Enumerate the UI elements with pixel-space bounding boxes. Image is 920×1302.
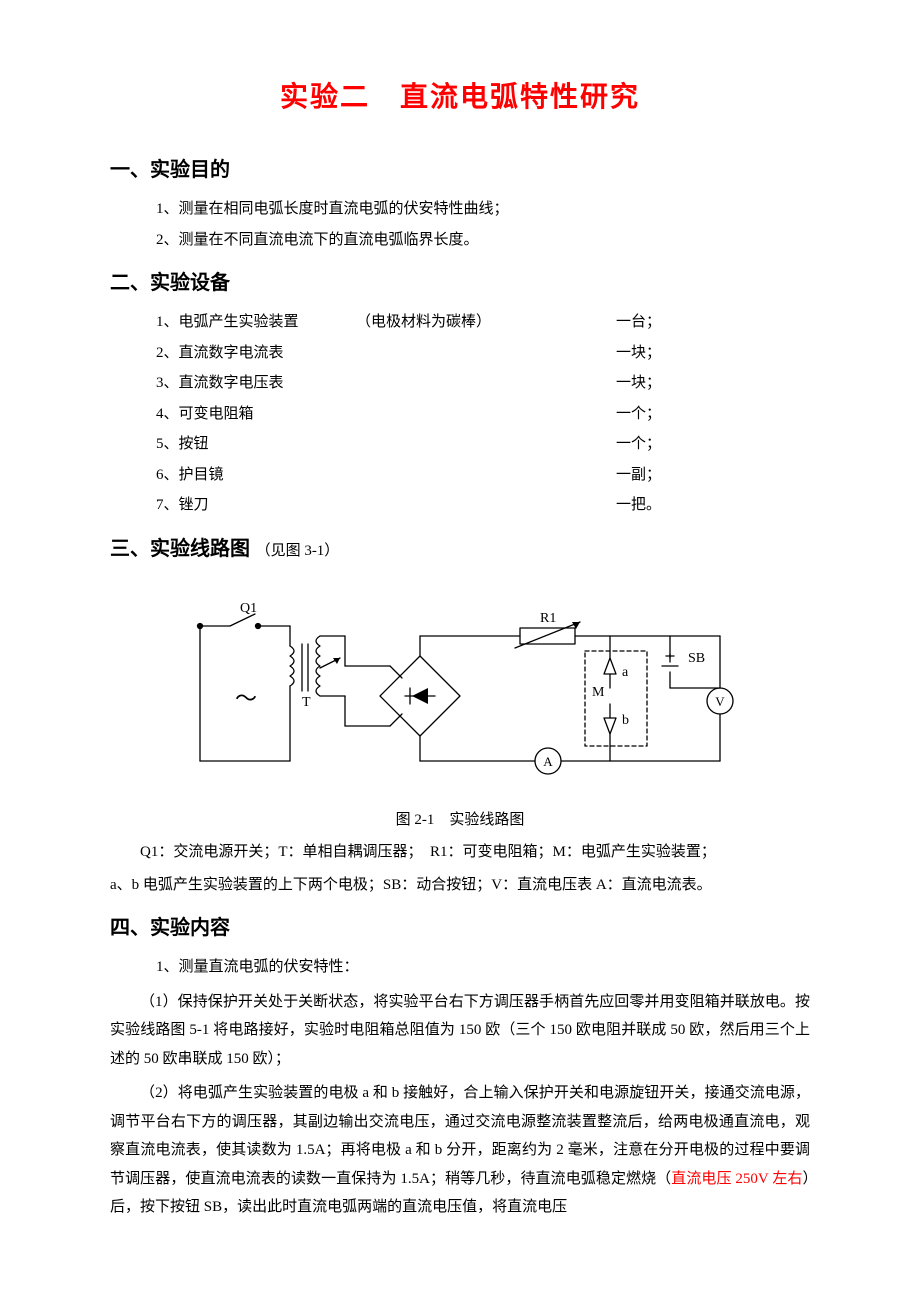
equipment-note: [356, 400, 616, 429]
equipment-name: 4、可变电阻箱: [156, 400, 356, 429]
equipment-name: 6、护目镜: [156, 461, 356, 490]
equipment-qty: 一台；: [616, 308, 661, 337]
purpose-item-2: 2、测量在不同直流电流下的直流电弧临界长度。: [156, 226, 810, 255]
svg-text:M: M: [592, 685, 605, 700]
equipment-row: 7、锉刀 一把。: [156, 491, 810, 520]
equipment-name: 7、锉刀: [156, 491, 356, 520]
section-circuit-label: 三、实验线路图: [110, 538, 250, 560]
equipment-qty: 一个；: [616, 400, 661, 429]
equipment-name: 1、电弧产生实验装置: [156, 308, 356, 337]
svg-text:Q1: Q1: [240, 601, 257, 616]
equipment-qty: 一块；: [616, 339, 661, 368]
circuit-figure: ～: [180, 596, 740, 796]
equipment-name: 2、直流数字电流表: [156, 339, 356, 368]
equipment-row: 6、护目镜 一副；: [156, 461, 810, 490]
equipment-qty: 一把。: [616, 491, 661, 520]
svg-text:R1: R1: [540, 611, 556, 626]
equipment-row: 3、直流数字电压表 一块；: [156, 369, 810, 398]
svg-text:a: a: [622, 665, 629, 680]
svg-text:V: V: [715, 694, 725, 709]
svg-text:T: T: [302, 695, 311, 710]
circuit-legend-2: a、b 电弧产生实验装置的上下两个电极；SB：动合按钮；V：直流电压表 A：直流…: [110, 871, 810, 900]
section-content-heading: 四、实验内容: [110, 909, 810, 947]
circuit-legend-1: Q1：交流电源开关；T：单相自耦调压器； R1：可变电阻箱；M：电弧产生实验装置…: [110, 838, 810, 867]
content-line-0: 1、测量直流电弧的伏安特性：: [156, 953, 810, 982]
figure-caption: 图 2-1 实验线路图: [110, 806, 810, 835]
equipment-row: 5、按钮 一个；: [156, 430, 810, 459]
equipment-row: 4、可变电阻箱 一个；: [156, 400, 810, 429]
section-circuit-heading: 三、实验线路图 （见图 3-1）: [110, 530, 810, 568]
equipment-name: 3、直流数字电压表: [156, 369, 356, 398]
content-para-2: （2）将电弧产生实验装置的电极 a 和 b 接触好，合上输入保护开关和电源旋钮开…: [110, 1079, 810, 1222]
page-title: 实验二 直流电弧特性研究: [110, 70, 810, 123]
equipment-name: 5、按钮: [156, 430, 356, 459]
equipment-qty: 一副；: [616, 461, 661, 490]
equipment-qty: 一块；: [616, 369, 661, 398]
equipment-row: 2、直流数字电流表 一块；: [156, 339, 810, 368]
equipment-note: （电极材料为碳棒）: [356, 308, 616, 337]
svg-text:A: A: [543, 754, 553, 769]
equipment-note: [356, 430, 616, 459]
circuit-diagram-icon: ～: [180, 596, 740, 796]
content-para-2-red: 直流电压 250V 左右: [671, 1171, 802, 1187]
equipment-note: [356, 491, 616, 520]
svg-text:SB: SB: [688, 651, 705, 666]
equipment-note: [356, 461, 616, 490]
section-purpose-heading: 一、实验目的: [110, 151, 810, 189]
svg-text:b: b: [622, 713, 629, 728]
section-equipment-heading: 二、实验设备: [110, 264, 810, 302]
equipment-qty: 一个；: [616, 430, 661, 459]
equipment-note: [356, 339, 616, 368]
equipment-row: 1、电弧产生实验装置 （电极材料为碳棒） 一台；: [156, 308, 810, 337]
purpose-item-1: 1、测量在相同电弧长度时直流电弧的伏安特性曲线；: [156, 195, 810, 224]
equipment-note: [356, 369, 616, 398]
section-circuit-sub: （见图 3-1）: [256, 543, 340, 559]
content-para-1: （1）保持保护开关处于关断状态，将实验平台右下方调压器手柄首先应回零并用变阻箱并…: [110, 988, 810, 1074]
svg-text:～: ～: [235, 686, 257, 711]
